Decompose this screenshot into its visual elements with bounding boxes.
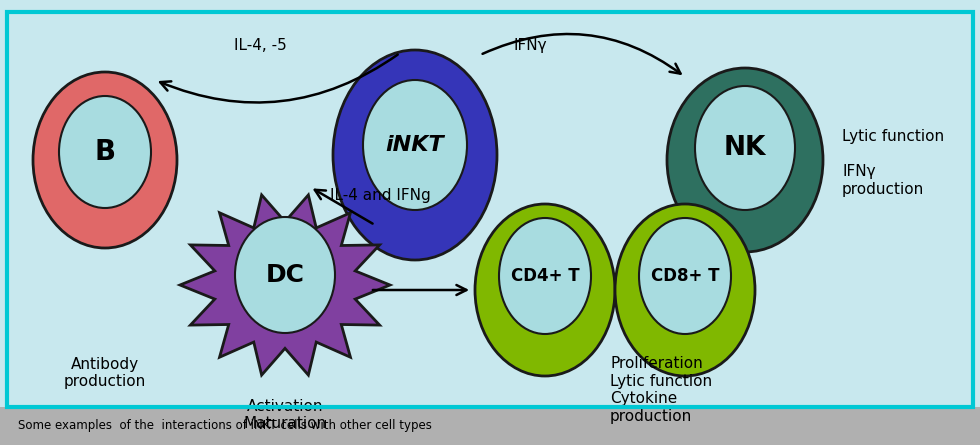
Ellipse shape (499, 218, 591, 334)
Ellipse shape (475, 204, 615, 376)
Text: IFNγ: IFNγ (514, 38, 547, 53)
Polygon shape (180, 195, 390, 375)
Text: Proliferation
Lytic function
Cytokine
production: Proliferation Lytic function Cytokine pr… (610, 356, 712, 424)
Text: IL-4 and IFNg: IL-4 and IFNg (330, 188, 431, 203)
FancyArrowPatch shape (372, 285, 466, 295)
Ellipse shape (695, 86, 795, 210)
Ellipse shape (639, 218, 731, 334)
Text: DC: DC (266, 263, 305, 287)
Text: CD8+ T: CD8+ T (651, 267, 719, 285)
Ellipse shape (235, 217, 335, 333)
Ellipse shape (363, 80, 467, 210)
FancyArrowPatch shape (315, 190, 372, 223)
Ellipse shape (333, 50, 497, 260)
Ellipse shape (59, 96, 151, 208)
Text: CD4+ T: CD4+ T (511, 267, 579, 285)
Ellipse shape (33, 72, 177, 248)
FancyArrowPatch shape (160, 55, 398, 102)
Text: B: B (94, 138, 116, 166)
FancyArrowPatch shape (482, 34, 680, 74)
Bar (0, 407, 980, 445)
Ellipse shape (667, 68, 823, 252)
Text: iNKT: iNKT (386, 135, 444, 155)
Text: Antibody
production: Antibody production (64, 357, 146, 389)
Ellipse shape (615, 204, 755, 376)
Text: Lytic function

IFNγ
production: Lytic function IFNγ production (842, 129, 944, 197)
Text: IL-4, -5: IL-4, -5 (233, 38, 286, 53)
Text: Activation
Maturation: Activation Maturation (243, 399, 326, 431)
Text: Some examples  of the  interactions of iNKT cells with other cell types: Some examples of the interactions of iNK… (18, 420, 432, 433)
Text: NK: NK (724, 135, 766, 161)
